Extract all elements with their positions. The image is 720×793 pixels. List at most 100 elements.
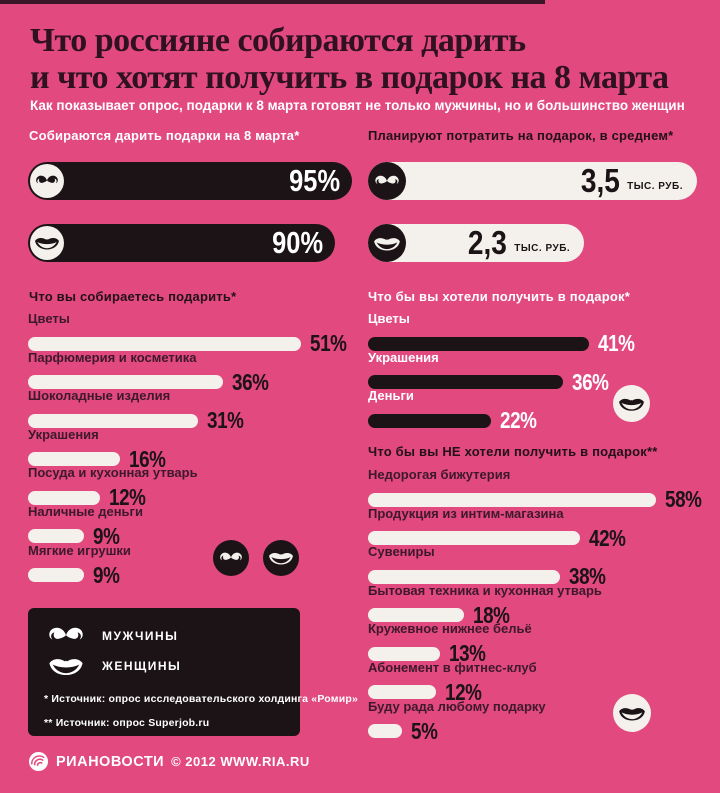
item-label: Буду рада любому подарку bbox=[368, 698, 546, 714]
list-item: Шоколадные изделия 31% bbox=[28, 388, 358, 433]
mustache-icon bbox=[375, 175, 399, 184]
list-item: Цветы 51% bbox=[28, 311, 358, 356]
list-item: Парфюмерия и косметика 36% bbox=[28, 349, 358, 395]
item-value: 16% bbox=[129, 445, 166, 472]
bar bbox=[28, 413, 198, 428]
footer-brand: РИАНОВОСТИ bbox=[56, 753, 165, 770]
item-label: Цветы bbox=[28, 311, 70, 326]
item-label: Цветы bbox=[368, 311, 410, 326]
page-title-line1: Что россияне собираются дарить bbox=[30, 22, 526, 59]
bar bbox=[368, 685, 436, 700]
item-value: 12% bbox=[108, 484, 146, 511]
list-item: Буду рада любому подарку 5% bbox=[368, 698, 698, 744]
bar bbox=[368, 608, 465, 623]
list-what-give: Цветы 51% Парфюмерия и косметика 36% Шок… bbox=[28, 311, 358, 588]
item-label: Продукция из интим-магазина bbox=[368, 505, 564, 521]
bar-value: 2,3 bbox=[468, 224, 508, 261]
lips-icon bbox=[44, 654, 88, 678]
bar-unit: ТЫС. РУБ. bbox=[627, 180, 683, 192]
legend-women: ЖЕНЩИНЫ bbox=[44, 651, 286, 681]
bar-value: 90% bbox=[272, 225, 323, 260]
item-label: Сувениры bbox=[368, 544, 435, 560]
bar bbox=[28, 568, 85, 583]
bar-give-men: 95% bbox=[28, 162, 352, 200]
bar bbox=[28, 529, 85, 544]
item-label: Посуда и кухонная утварь bbox=[28, 465, 198, 481]
list-item: Продукция из интим-магазина 42% bbox=[368, 505, 698, 551]
bar-spend-men: 3,5 ТЫС. РУБ. bbox=[368, 162, 697, 200]
bar-spend-women: 2,3 ТЫС. РУБ. bbox=[368, 224, 585, 262]
mustache-icon bbox=[44, 626, 88, 646]
item-label: Наличные деньги bbox=[28, 503, 143, 519]
item-label: Украшения bbox=[368, 349, 439, 365]
list-item: Посуда и кухонная утварь 12% bbox=[28, 465, 358, 510]
item-value: 5% bbox=[411, 717, 438, 744]
women-badge bbox=[30, 226, 64, 260]
section-title-spend: Планируют потратить на подарок, в средне… bbox=[368, 128, 674, 143]
list-item: Украшения 16% bbox=[28, 426, 358, 472]
lips-icon bbox=[619, 398, 644, 411]
item-value: 38% bbox=[569, 563, 606, 590]
item-label: Абонемент в фитнес-клуб bbox=[368, 659, 537, 675]
bar-give-women: 90% bbox=[28, 224, 335, 262]
item-label: Недорогая бижутерия bbox=[368, 467, 511, 482]
bar bbox=[28, 452, 121, 467]
list-item: Наличные деньги 9% bbox=[28, 503, 358, 549]
bar bbox=[368, 724, 402, 739]
women-badge bbox=[368, 224, 406, 262]
item-value: 36% bbox=[572, 368, 609, 395]
men-badge bbox=[213, 540, 249, 576]
ria-globe-icon bbox=[28, 751, 49, 772]
source-note-1: * Источник: опрос исследовательского хол… bbox=[44, 693, 359, 705]
list-item: Кружевное нижнее бельё 13% bbox=[368, 621, 698, 666]
list-item: Сувениры 38% bbox=[368, 544, 698, 589]
item-value: 51% bbox=[309, 330, 347, 356]
list-item: Мягкие игрушки 9% bbox=[28, 542, 358, 588]
bar bbox=[28, 375, 224, 390]
bar-value: 95% bbox=[289, 163, 340, 198]
item-label: Кружевное нижнее бельё bbox=[368, 621, 532, 637]
page-subtitle: Как показывает опрос, подарки к 8 марта … bbox=[30, 98, 685, 113]
legend-men-label: МУЖЧИНЫ bbox=[102, 629, 179, 643]
item-value: 9% bbox=[93, 561, 120, 588]
mustache-icon bbox=[36, 175, 58, 184]
bar-unit: ТЫС. РУБ. bbox=[514, 242, 571, 254]
list-item: Деньги 22% bbox=[368, 388, 698, 433]
item-label: Бытовая техника и кухонная утварь bbox=[368, 582, 602, 598]
women-badge bbox=[613, 385, 650, 422]
item-value: 12% bbox=[444, 678, 482, 705]
bar bbox=[368, 569, 561, 584]
item-label: Шоколадные изделия bbox=[28, 388, 171, 404]
item-label: Мягкие игрушки bbox=[28, 542, 131, 558]
item-value: 42% bbox=[588, 524, 626, 551]
top-accent-line bbox=[0, 0, 545, 4]
bar bbox=[368, 413, 492, 428]
list-item: Абонемент в фитнес-клуб 12% bbox=[368, 659, 698, 705]
bar bbox=[28, 490, 100, 505]
legend-men: МУЖЧИНЫ bbox=[44, 621, 286, 651]
section-title-want: Что бы вы хотели получить в подарок* bbox=[368, 289, 630, 304]
section-title-not-want: Что бы вы НЕ хотели получить в подарок** bbox=[368, 444, 658, 459]
mustache-icon bbox=[220, 552, 242, 561]
source-note-2: ** Источник: опрос Superjob.ru bbox=[44, 717, 210, 729]
item-value: 22% bbox=[500, 407, 537, 434]
section-title-what-give: Что вы собираетесь подарить* bbox=[29, 289, 237, 304]
item-label: Парфюмерия и косметика bbox=[28, 349, 197, 365]
item-value: 58% bbox=[665, 486, 702, 512]
men-badge bbox=[368, 162, 406, 200]
list-want: Цветы 41% Украшения 36% Деньги 22% bbox=[368, 311, 698, 433]
bar bbox=[368, 336, 590, 351]
lips-icon bbox=[269, 553, 293, 565]
lips-icon bbox=[35, 238, 59, 250]
list-item: Украшения 36% bbox=[368, 349, 698, 395]
bar bbox=[368, 375, 564, 390]
bar bbox=[368, 646, 441, 661]
bar bbox=[368, 492, 657, 507]
legend-women-label: ЖЕНЩИНЫ bbox=[102, 659, 182, 673]
bar bbox=[368, 531, 580, 546]
bar-value: 3,5 bbox=[581, 162, 621, 199]
list-item: Недорогая бижутерия 58% bbox=[368, 467, 702, 512]
lips-icon bbox=[619, 707, 645, 720]
item-label: Украшения bbox=[28, 426, 99, 442]
